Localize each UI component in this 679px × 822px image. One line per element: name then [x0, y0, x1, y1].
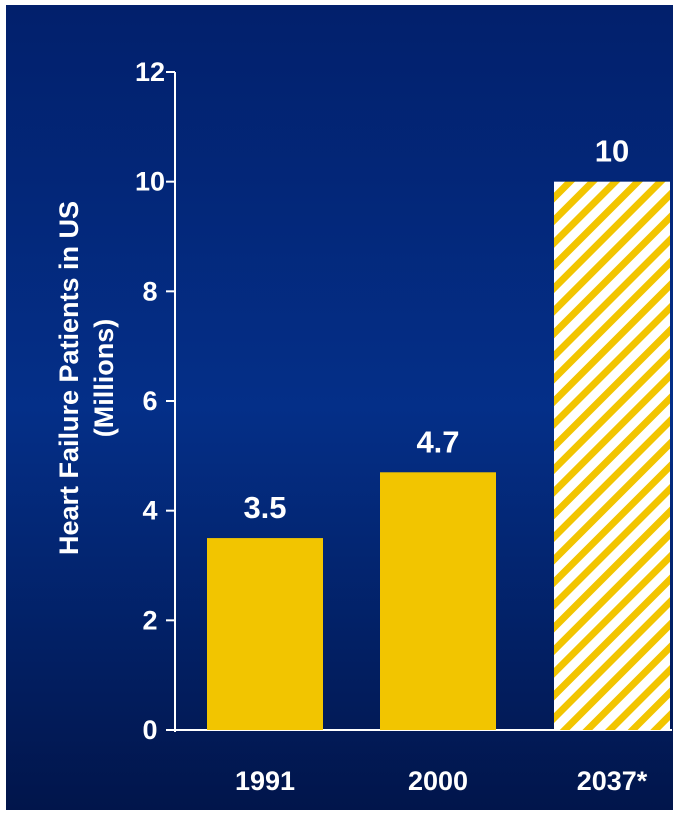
data-label: 3.5 [243, 490, 286, 525]
data-labels: 3.5 4.7 10 [243, 134, 629, 525]
y-tick-label: 10 [135, 167, 165, 197]
x-tick-label: 2037* [577, 766, 648, 796]
y-tick-label: 0 [142, 715, 157, 745]
y-tick-label: 2 [142, 605, 157, 635]
y-axis-title-line1: Heart Failure Patients in US [54, 201, 84, 555]
bar-2037 [554, 181, 670, 730]
y-tick-label: 8 [142, 276, 157, 306]
y-tick-label: 4 [142, 496, 157, 526]
y-axis-ticks: 0 2 4 6 8 10 12 [135, 57, 175, 745]
y-axis-title-line2: (Millions) [89, 319, 119, 437]
bars [207, 181, 670, 730]
y-axis-title: Heart Failure Patients in US (Millions) [54, 201, 119, 555]
x-axis-labels: 1991 2000 2037* [235, 766, 648, 796]
bar-2000 [380, 472, 496, 730]
x-tick-label: 1991 [235, 766, 295, 796]
x-tick-label: 2000 [408, 766, 468, 796]
y-tick-label: 6 [142, 386, 157, 416]
data-label: 10 [595, 134, 629, 169]
bar-1991 [207, 538, 323, 730]
y-tick-label: 12 [135, 57, 165, 87]
data-label: 4.7 [416, 424, 459, 459]
